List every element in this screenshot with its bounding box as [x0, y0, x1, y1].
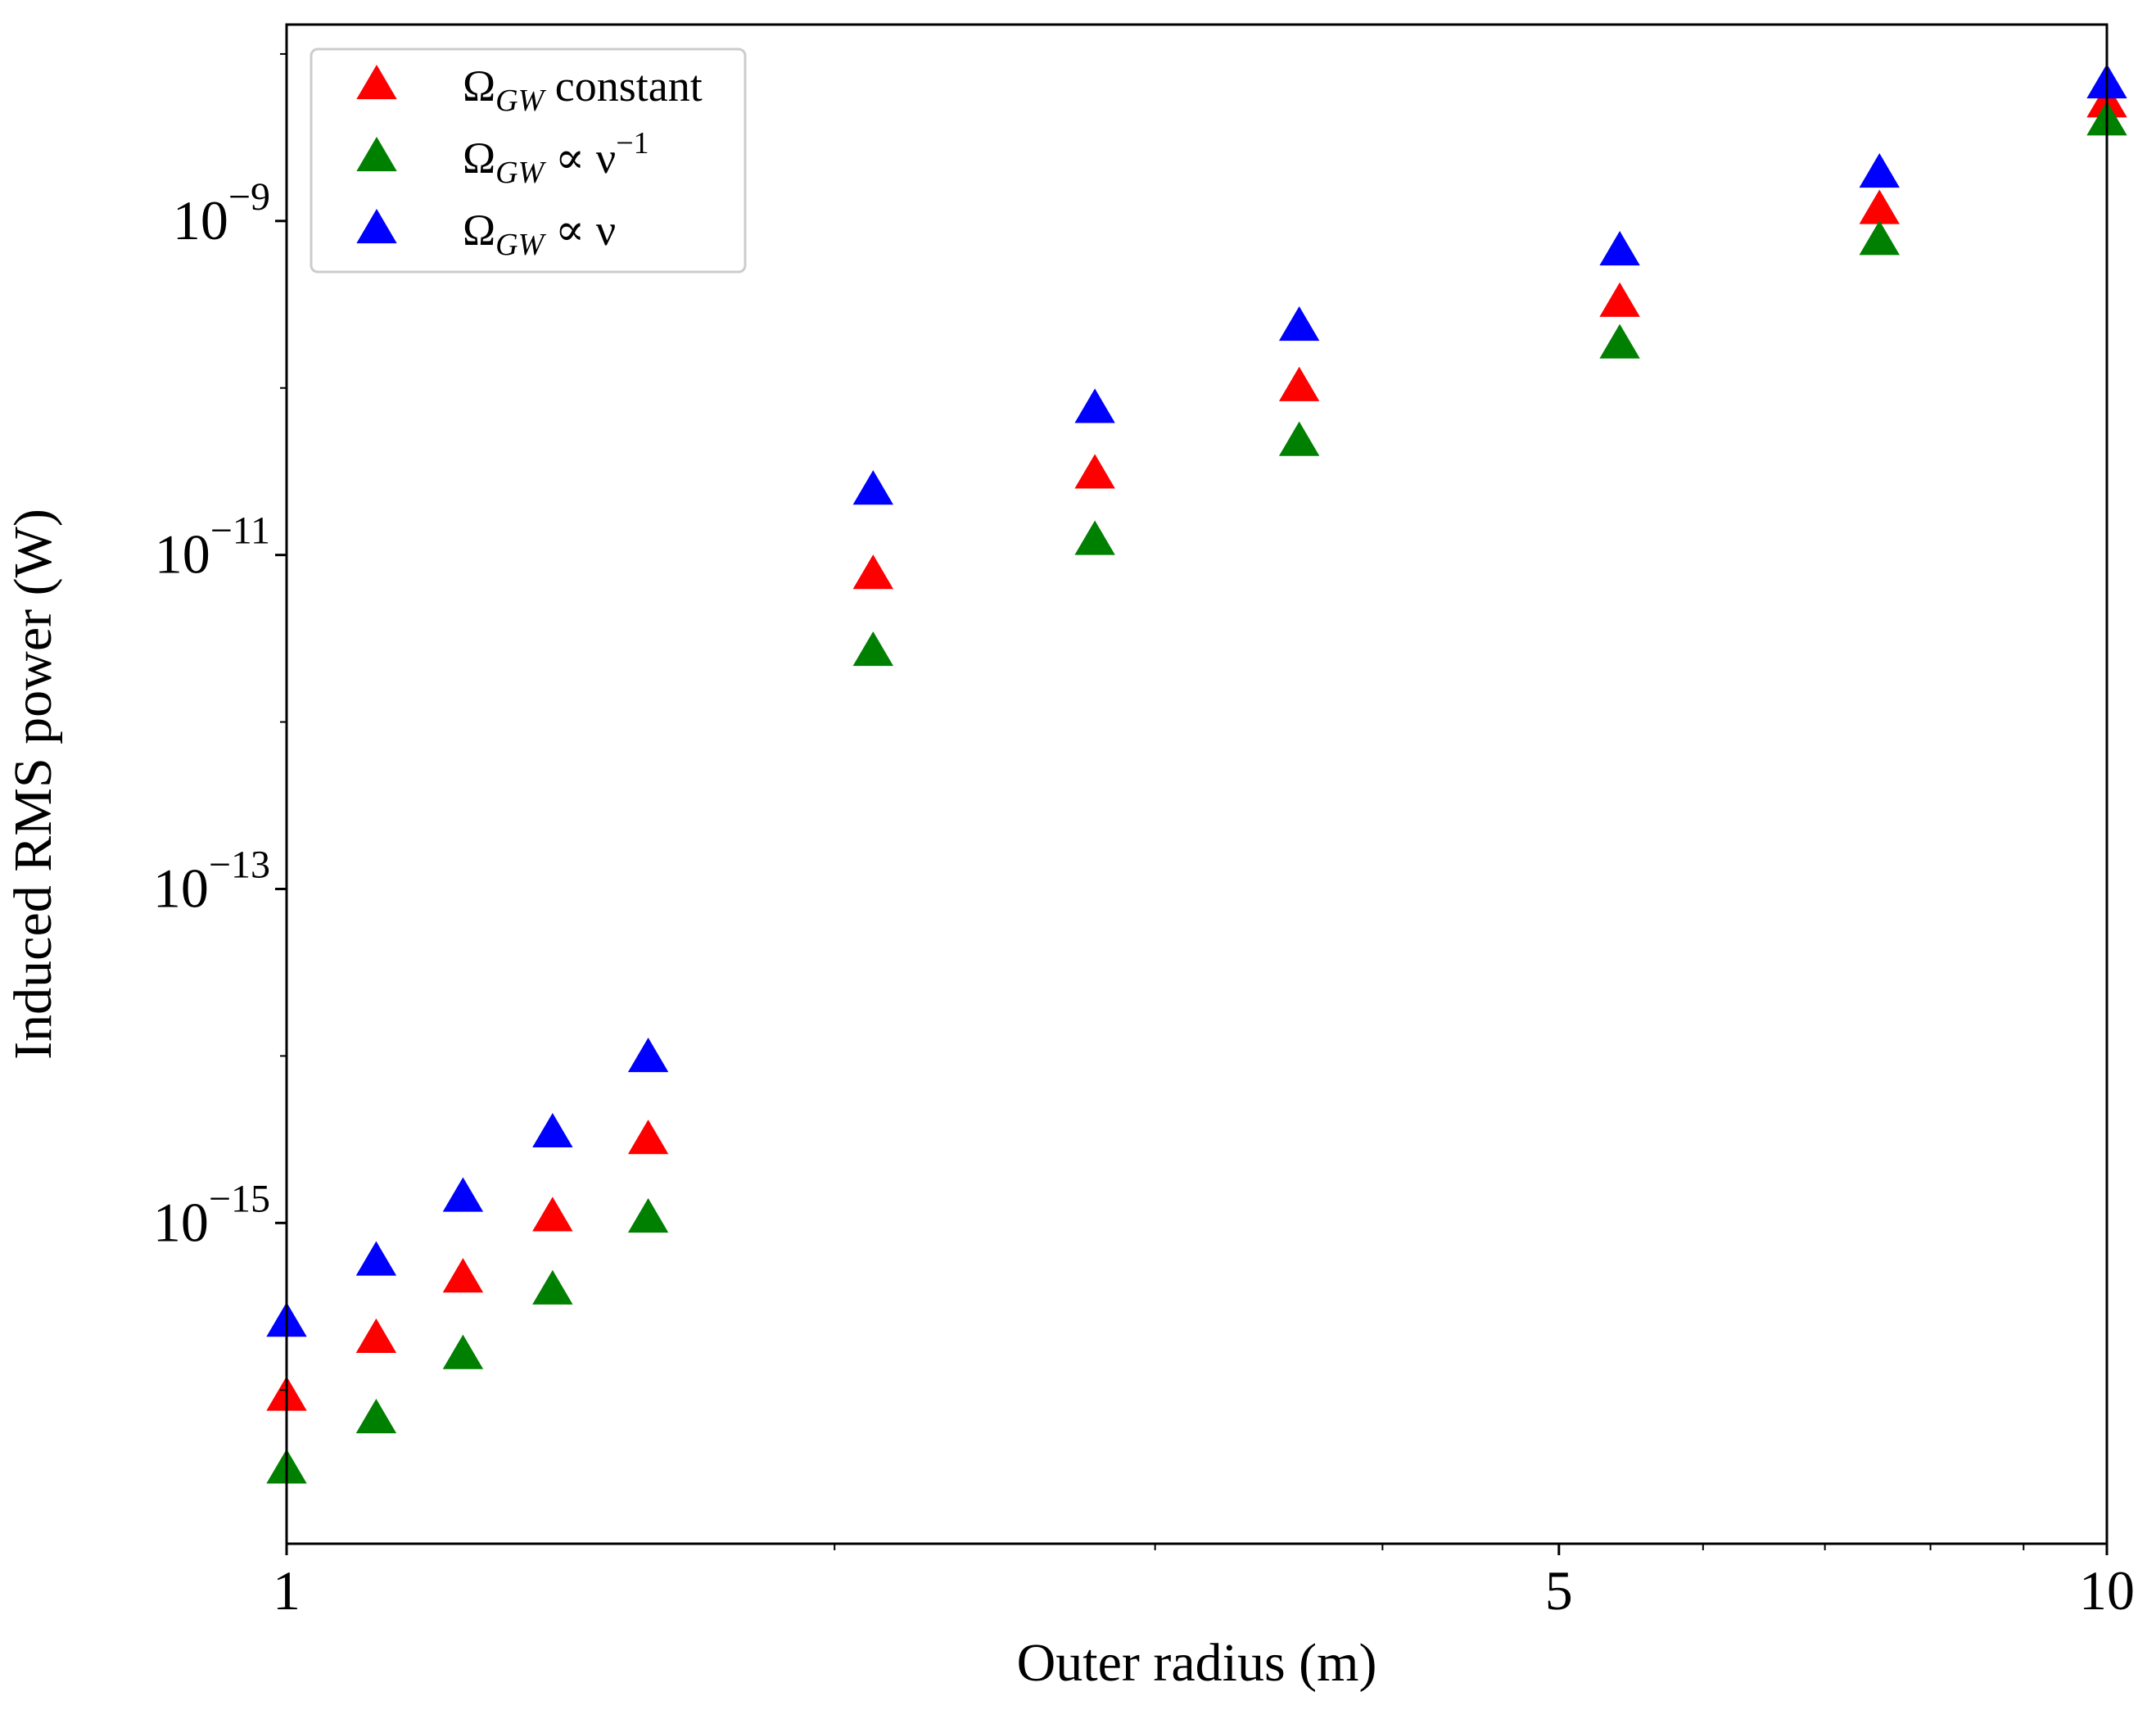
x-tick-label: 1	[273, 1559, 301, 1622]
y-tick-label: 10−15	[153, 1177, 270, 1253]
data-point	[627, 1197, 669, 1233]
data-point	[1278, 366, 1320, 401]
plot-area-frame	[285, 23, 2109, 1545]
y-axis-title: Induced RMS power (W)	[3, 509, 63, 1060]
data-point	[442, 1258, 484, 1293]
data-point	[1278, 421, 1320, 456]
series-2	[266, 101, 2127, 1484]
data-point	[1599, 282, 1640, 317]
legend-entry: ΩGW constant	[356, 61, 703, 118]
data-point	[1599, 323, 1640, 359]
series-1	[266, 83, 2127, 1411]
legend-entry: ΩGW ∝ ν	[356, 206, 616, 262]
data-point	[1859, 152, 1900, 188]
data-point	[852, 631, 893, 667]
data-point	[355, 1399, 397, 1434]
y-tick-label: 10−11	[155, 509, 270, 586]
data-point	[1074, 454, 1115, 489]
legend-label: ΩGW ∝ ν	[463, 206, 616, 262]
data-point	[442, 1177, 484, 1212]
legend: ΩGW constant ΩGW ∝ ν−1 ΩGW ∝ ν	[310, 47, 747, 274]
data-point	[627, 1038, 669, 1073]
data-point	[1859, 189, 1900, 224]
data-point	[1074, 520, 1115, 555]
data-point	[1278, 305, 1320, 342]
data-point	[627, 1120, 669, 1155]
data-point	[532, 1196, 573, 1232]
series-3	[266, 64, 2127, 1337]
data-point	[532, 1112, 573, 1148]
x-tick-label: 10	[2079, 1559, 2135, 1622]
data-point	[1859, 220, 1900, 256]
legend-frame	[310, 47, 747, 274]
data-point	[852, 470, 893, 505]
data-point	[1599, 230, 1640, 266]
y-tick-label: 10−9	[173, 175, 270, 251]
legend-entry: ΩGW ∝ ν−1	[356, 126, 649, 190]
legend-label: ΩGW constant	[463, 61, 703, 118]
legend-marker	[356, 65, 397, 100]
legend-label: ΩGW ∝ ν−1	[463, 126, 649, 190]
legend-marker	[356, 137, 397, 172]
data-point	[355, 1241, 397, 1276]
plot-marks	[266, 64, 2127, 1484]
x-tick-label: 5	[1545, 1559, 1573, 1622]
data-point	[852, 554, 893, 590]
axis-ticks: 1 5 10 10−15 10−13 10−11 10−9	[153, 52, 2135, 1622]
y-tick-label: 10−13	[153, 843, 270, 919]
data-point	[355, 1318, 397, 1353]
data-point	[442, 1334, 484, 1369]
x-axis-title: Outer radius (m)	[1017, 1633, 1377, 1693]
data-point	[1074, 388, 1115, 423]
legend-marker	[356, 209, 397, 244]
data-point	[532, 1269, 573, 1305]
